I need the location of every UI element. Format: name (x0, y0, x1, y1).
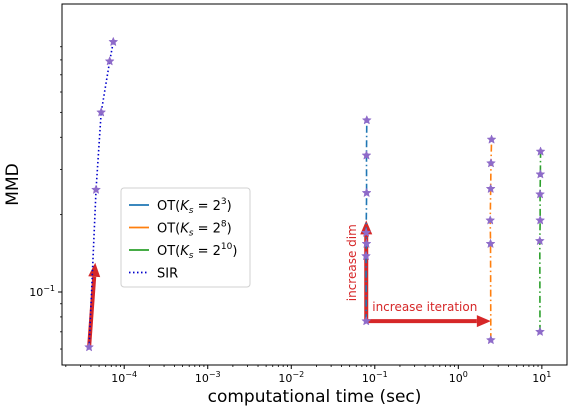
y-axis-label: MMD (3, 163, 23, 205)
data-point (104, 56, 115, 66)
arrow-head (476, 315, 491, 328)
x-tick-label: 10−2 (278, 370, 304, 385)
x-tick-label: 10−1 (362, 370, 388, 385)
data-point (361, 250, 372, 261)
data-point (361, 187, 372, 198)
data-point (84, 341, 95, 352)
data-point (96, 107, 107, 117)
data-point (361, 238, 372, 249)
x-tick-label: 100 (449, 370, 468, 385)
data-point (108, 36, 119, 47)
legend-item-ot2: OT(Ks = 23) (129, 197, 232, 216)
x-tick-label: 101 (532, 370, 551, 385)
plot-frame (61, 3, 568, 366)
series-line (88, 41, 115, 348)
legend-item-sir: SIR (129, 267, 178, 282)
data-point (485, 334, 496, 345)
data-point (535, 189, 546, 199)
axes: 10−4 10−3 10−2 10−1 100 101 10−1 (29, 3, 568, 385)
legend-label: OT(Ks = 210) (157, 242, 237, 261)
plot-area: increase dim increase iteration (84, 36, 546, 352)
data-point (91, 184, 102, 194)
data-point (486, 134, 497, 144)
annotation-increase-dim: increase dim (345, 224, 359, 301)
arrow-head (88, 262, 101, 278)
legend-box (120, 187, 251, 288)
data-point (534, 235, 545, 246)
legend: OT(Ks = 23) OT(Ks = 28) OT(Ks = 210) SIR (120, 187, 251, 288)
annotation-arrow (87, 262, 101, 348)
data-point (361, 114, 372, 125)
data-point (361, 150, 372, 160)
data-point (361, 227, 372, 238)
annotation-arrow (366, 315, 491, 328)
x-axis-label: computational time (sec) (208, 387, 422, 407)
data-point (534, 326, 545, 337)
data-point (535, 146, 546, 156)
series-ot2 (361, 114, 372, 326)
series-ot10 (534, 146, 546, 337)
data-point (485, 183, 496, 194)
series-ot8 (485, 134, 497, 345)
data-point (361, 315, 372, 326)
data-point (485, 238, 496, 249)
legend-item-ot8: OT(Ks = 28) (129, 220, 232, 239)
arrow-shaft (87, 276, 97, 348)
legend-item-ot10: OT(Ks = 210) (129, 242, 237, 261)
y-tick-label: 10−1 (29, 284, 55, 299)
annotation-increase-iteration: increase iteration (372, 300, 477, 314)
series-sir (84, 36, 119, 352)
x-tick-label: 10−4 (111, 370, 137, 385)
legend-label: OT(Ks = 23) (157, 197, 232, 216)
data-point (535, 215, 546, 225)
legend-label: OT(Ks = 28) (157, 220, 232, 239)
x-tick-label: 10−3 (195, 370, 221, 385)
data-point (485, 215, 496, 225)
data-point (535, 169, 546, 179)
data-point (485, 157, 496, 168)
legend-label: SIR (157, 267, 178, 282)
